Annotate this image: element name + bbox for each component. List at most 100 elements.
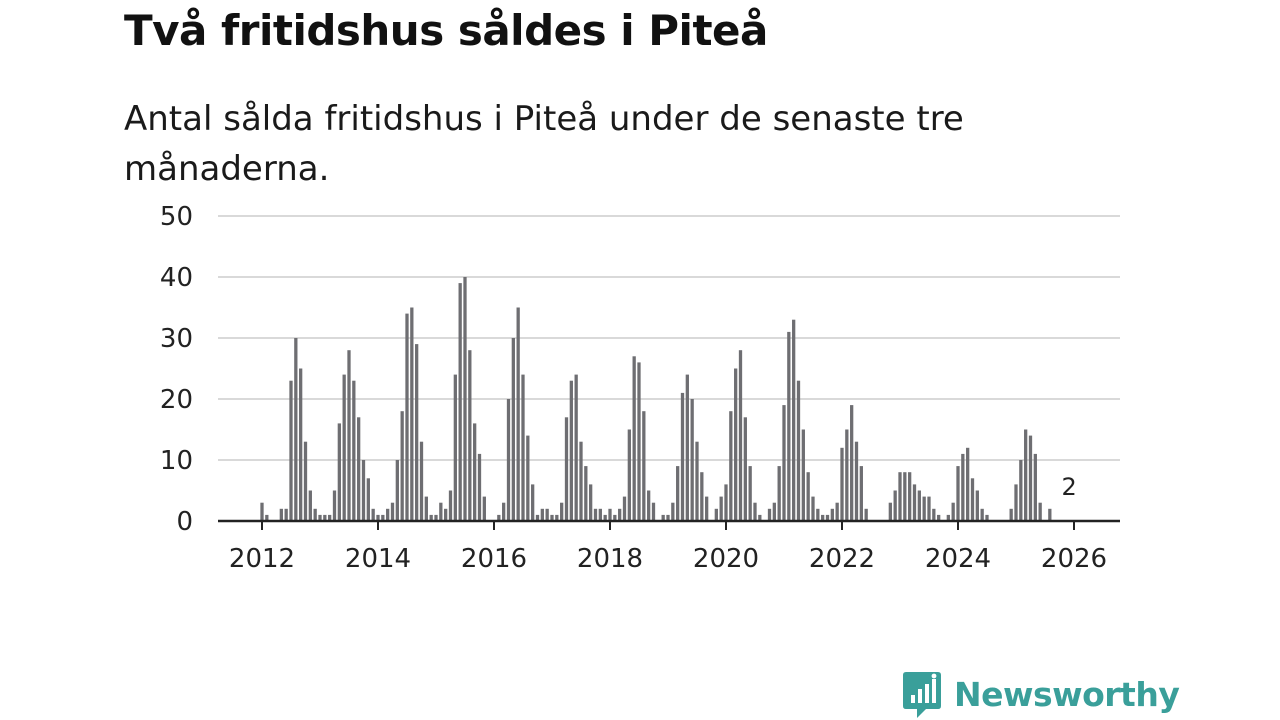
y-tick-label: 50 [160,202,193,232]
bar [260,502,264,521]
bar [473,423,477,521]
bar [719,496,723,521]
bars [260,277,1052,521]
bar [468,350,472,521]
bar [637,362,641,521]
bar [821,514,825,521]
bar [506,399,511,521]
bar [724,484,728,521]
bar [937,514,941,521]
bar [502,502,506,521]
bar [758,514,762,521]
bar [390,502,395,521]
bar [705,496,709,521]
bar [946,514,950,521]
bar [859,466,863,521]
bar [294,338,298,521]
bar [1024,429,1028,521]
bar [787,331,791,521]
bar [289,380,293,521]
bar [482,496,486,521]
bar [564,417,569,521]
bar [898,472,902,521]
bar [328,514,332,521]
bar [767,508,772,521]
bar [1038,502,1042,521]
bar [555,514,559,521]
bar [444,508,448,521]
bar [608,508,612,521]
bar [729,411,733,521]
bar [632,356,636,521]
bar [782,405,786,521]
bar [685,374,689,521]
bar [835,502,839,521]
bar [980,508,984,521]
bar [337,423,341,521]
bar [777,466,781,521]
bar [531,484,535,521]
bar [540,508,544,521]
bar [511,338,515,521]
bar [598,508,602,521]
bar [526,435,530,521]
bar [497,514,501,521]
bar [535,514,540,521]
bar [825,514,830,521]
bar [951,502,955,521]
bar [734,368,738,521]
bar [753,502,757,521]
bar [439,502,443,521]
bar [458,283,462,521]
bar [690,399,694,521]
bar [622,496,627,521]
bar [415,344,419,521]
bar [332,490,337,521]
chart-title: Två fritidshus såldes i Piteå [124,6,768,55]
bar [618,508,622,521]
bar [671,502,675,521]
bar [970,478,975,521]
y-tick-label: 0 [176,507,193,537]
bar [627,429,631,521]
x-tick-label: 2016 [461,544,527,574]
bar [521,374,525,521]
bar [318,514,322,521]
data-label: 2 [1062,473,1077,501]
newsworthy-logo-icon [903,672,941,718]
chart-subtitle: Antal sålda fritidshus i Piteå under de … [124,99,964,189]
bar [908,472,912,521]
bar [806,472,810,521]
bar [961,453,965,521]
bar [323,514,327,521]
bar [811,496,815,521]
bar [579,441,583,521]
bar [1048,508,1052,521]
bar [381,514,385,521]
bar [589,484,593,521]
bar [569,380,573,521]
y-tick-label: 10 [160,446,193,476]
bar [922,496,926,521]
bar [424,496,428,521]
x-tick-label: 2014 [345,544,411,574]
bar [864,508,868,521]
bar [680,392,685,521]
bar [361,460,366,521]
bar [405,313,409,521]
bar [410,307,414,521]
bar [386,508,390,521]
bar [603,514,607,521]
x-tick-label: 2022 [809,544,875,574]
bar [850,405,854,521]
bar [448,490,453,521]
bar [1028,435,1033,521]
bar [477,453,482,521]
bar [676,466,680,521]
bar [419,441,424,521]
bar [550,514,554,521]
bar [308,490,312,521]
bar [816,508,820,521]
bar [956,466,960,521]
